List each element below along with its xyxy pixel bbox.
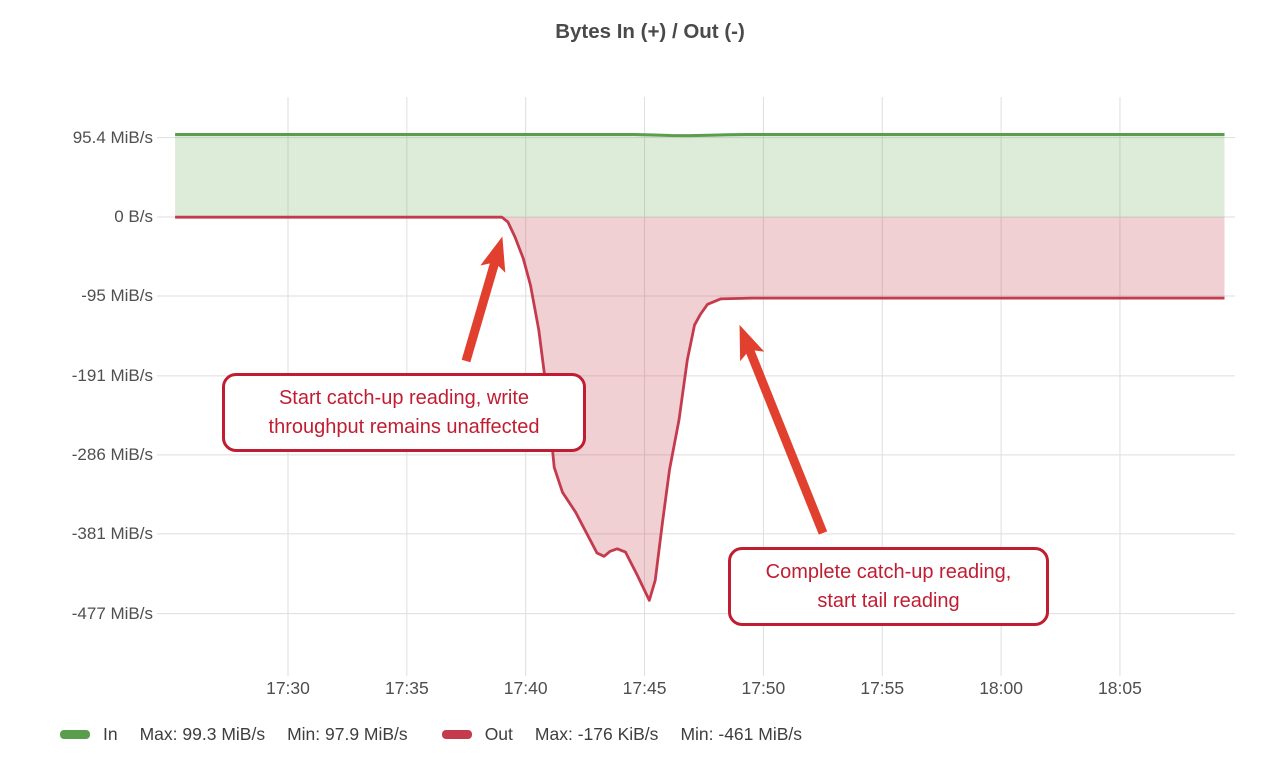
annotation-arrows (461, 236, 828, 535)
legend-item-in[interactable]: In Max: 99.3 MiB/s Min: 97.9 MiB/s (60, 724, 430, 745)
annotation-complete-catchup: Complete catch-up reading, start tail re… (728, 547, 1049, 626)
x-axis-label: 18:00 (979, 678, 1023, 698)
arrow-start-catchup (461, 236, 506, 363)
in-series-swatch (60, 730, 90, 739)
x-axis-label: 17:50 (741, 678, 786, 698)
out-area-fill (175, 217, 1225, 601)
out-series-line (175, 215, 1225, 602)
y-axis-label: -381 MiB/s (71, 523, 153, 543)
in-series-min: Min: 97.9 MiB/s (287, 724, 408, 744)
in-series-label[interactable]: In (103, 724, 118, 744)
x-axis-label: 17:40 (503, 678, 548, 698)
annotation-start-catchup: Start catch-up reading, write throughput… (222, 373, 586, 452)
y-axis-label: -477 MiB/s (71, 603, 153, 623)
x-axis-label: 17:30 (266, 678, 310, 698)
y-axis-label: 95.4 MiB/s (72, 127, 153, 147)
out-series-label[interactable]: Out (484, 724, 513, 744)
x-axis-label: 17:35 (384, 678, 429, 698)
in-area-fill (175, 134, 1225, 217)
y-axis-label: -95 MiB/s (81, 286, 153, 305)
y-axis-label: 0 B/s (114, 207, 153, 226)
legend: In Max: 99.3 MiB/s Min: 97.9 MiB/s Out M… (60, 724, 824, 745)
out-series-swatch (441, 730, 472, 739)
arrow-complete-catchup (739, 324, 828, 535)
out-series-max: Max: -176 KiB/s (534, 724, 659, 744)
out-series-min: Min: -461 MiB/s (680, 724, 802, 744)
x-axis-label: 18:05 (1098, 678, 1142, 698)
legend-item-out[interactable]: Out Max: -176 KiB/s Min: -461 MiB/s (441, 724, 824, 745)
y-axis-label: -286 MiB/s (71, 444, 153, 464)
x-axis-label: 17:45 (622, 678, 667, 698)
y-axis-label: -191 MiB/s (71, 365, 153, 385)
chart-title: Bytes In (+) / Out (-) (555, 20, 745, 43)
x-axis-label: 17:55 (860, 678, 905, 698)
in-series-max: Max: 99.3 MiB/s (139, 724, 266, 744)
in-series-line (175, 133, 1225, 138)
